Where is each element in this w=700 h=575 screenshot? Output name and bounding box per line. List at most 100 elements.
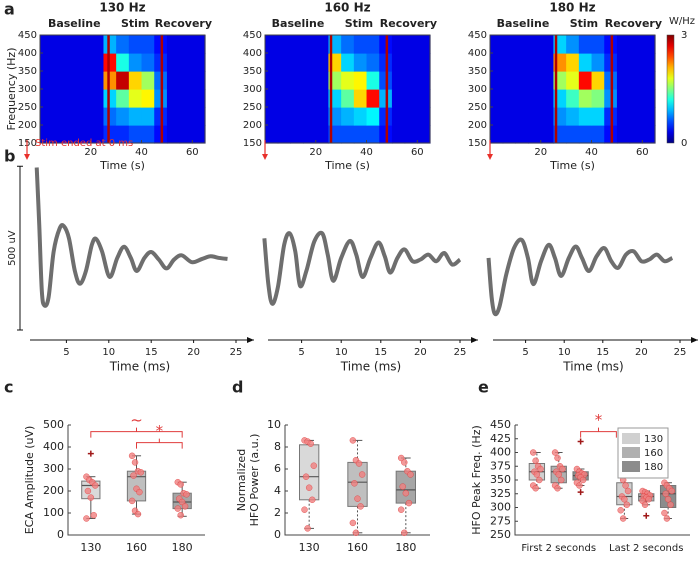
data-point (622, 482, 629, 489)
heatmap-cell (502, 89, 516, 108)
x-tick-label: 25 (454, 347, 467, 358)
data-point (87, 494, 95, 501)
data-point (301, 506, 308, 513)
heatmap-cell (341, 71, 355, 90)
data-point (402, 490, 410, 497)
data-point (354, 495, 361, 502)
y-tick-label: 0 (274, 528, 281, 541)
y-tick-label: 400 (43, 440, 64, 453)
heatmap-cell (502, 107, 516, 126)
heatmap-cell (52, 125, 66, 144)
x-axis-label: Time (ms) (109, 360, 171, 374)
heatmap-cell (141, 125, 155, 144)
data-point (128, 497, 136, 505)
data-point (357, 503, 364, 510)
heatmap-cell (642, 35, 656, 54)
period-label: Recovery (155, 17, 212, 30)
box-group (172, 479, 192, 519)
heatmap-cell (540, 35, 555, 54)
heatmap-cell (65, 125, 79, 144)
x-tick-label: 15 (145, 347, 158, 358)
x-tick-label: 10 (102, 347, 115, 358)
heatmap-cell (103, 125, 117, 144)
period-label: Stim (121, 17, 149, 30)
heatmap-cell (78, 89, 92, 108)
data-point (355, 460, 363, 467)
data-point (619, 515, 627, 522)
heatmap-cell (128, 89, 143, 108)
data-point (90, 512, 97, 519)
y-tick-label: 4 (274, 484, 281, 497)
heatmap-cell (52, 71, 66, 90)
heatmap-cell (566, 53, 580, 72)
heatmap-cell (103, 89, 117, 108)
heatmap-cell (341, 125, 355, 144)
y-tick-label: 350 (468, 66, 487, 77)
y-axis-label: HFO Power (a.u.) (248, 434, 261, 527)
y-tick-label: 400 (468, 48, 487, 59)
y-tick-label: 425 (490, 432, 511, 445)
box-group (572, 438, 589, 496)
x-tick-label: 5 (63, 347, 69, 358)
heatmap-cell (366, 71, 380, 90)
heatmap-cell (290, 35, 304, 54)
heatmap-cell (65, 107, 79, 126)
heatmap-cell (116, 125, 130, 144)
panel-label: b (4, 147, 15, 166)
heatmap-cell (141, 89, 155, 108)
data-point (555, 471, 562, 478)
stim-end-arrowhead (262, 154, 268, 160)
data-point (304, 525, 311, 532)
x-axis-label: Time (s) (549, 159, 595, 172)
data-point (305, 484, 313, 491)
heatmap-cell (578, 89, 593, 108)
heatmap-cell (417, 35, 431, 54)
outlier (577, 489, 584, 496)
x-axis-arrow (691, 337, 698, 343)
x-axis-label: Time (ms) (562, 360, 624, 374)
heatmap-cell (404, 71, 418, 90)
heatmap-cell (141, 53, 155, 72)
heatmap-cell (490, 71, 504, 90)
box-group (395, 454, 416, 536)
heatmap-cell (315, 53, 330, 72)
heatmap-cell (40, 53, 54, 72)
x-tick-label: 15 (596, 347, 609, 358)
data-point (401, 459, 408, 466)
heatmap-cell (40, 125, 54, 144)
heatmap-cell (566, 125, 580, 144)
significance-label: * (595, 411, 603, 429)
data-point (405, 499, 413, 507)
heatmap-cell (303, 89, 317, 108)
heatmap-cell (315, 125, 330, 144)
heatmap-cell (78, 107, 92, 126)
heatmap-cell (391, 89, 406, 108)
data-point (397, 454, 405, 462)
heatmap-cell (52, 35, 66, 54)
data-point (136, 488, 143, 496)
significance-label: * (156, 422, 164, 440)
heatmap-cell (192, 89, 206, 108)
x-tick-label: 20 (534, 147, 547, 158)
y-tick-label: 350 (490, 473, 511, 486)
x-tick-label: 160 (347, 541, 368, 554)
heatmap-cell (103, 35, 117, 54)
heatmap-cell (192, 125, 206, 144)
y-tick-label: 10 (267, 418, 281, 431)
heatmap-cell (578, 53, 593, 72)
y-tick-label: 300 (18, 84, 37, 95)
heatmap-cell (591, 53, 605, 72)
y-tick-label: 325 (490, 487, 511, 500)
significance-label: ~ (130, 411, 143, 429)
heatmap-cell (528, 53, 542, 72)
heatmap-cell (353, 71, 368, 90)
significance-bracket (90, 427, 183, 438)
data-point (559, 465, 566, 473)
outlier (87, 450, 94, 457)
heatmap-cell (128, 35, 143, 54)
heatmap-cell (166, 125, 181, 144)
data-point (558, 476, 565, 484)
heatmap-cell (528, 107, 542, 126)
y-tick-label: 300 (468, 84, 487, 95)
x-tick-label: 15 (374, 347, 387, 358)
